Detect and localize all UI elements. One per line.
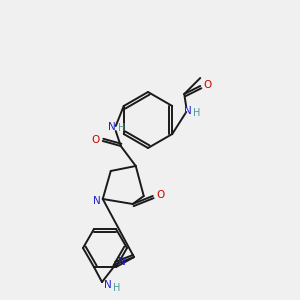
Text: O: O: [203, 80, 212, 90]
Text: H: H: [193, 108, 200, 118]
Text: H: H: [118, 123, 125, 133]
Text: N: N: [93, 196, 100, 206]
Text: N: N: [184, 106, 192, 116]
Text: N: N: [108, 122, 116, 132]
Text: O: O: [92, 135, 100, 145]
Text: N: N: [104, 280, 112, 290]
Text: H: H: [113, 283, 121, 293]
Text: N: N: [118, 257, 126, 267]
Text: O: O: [157, 190, 165, 200]
